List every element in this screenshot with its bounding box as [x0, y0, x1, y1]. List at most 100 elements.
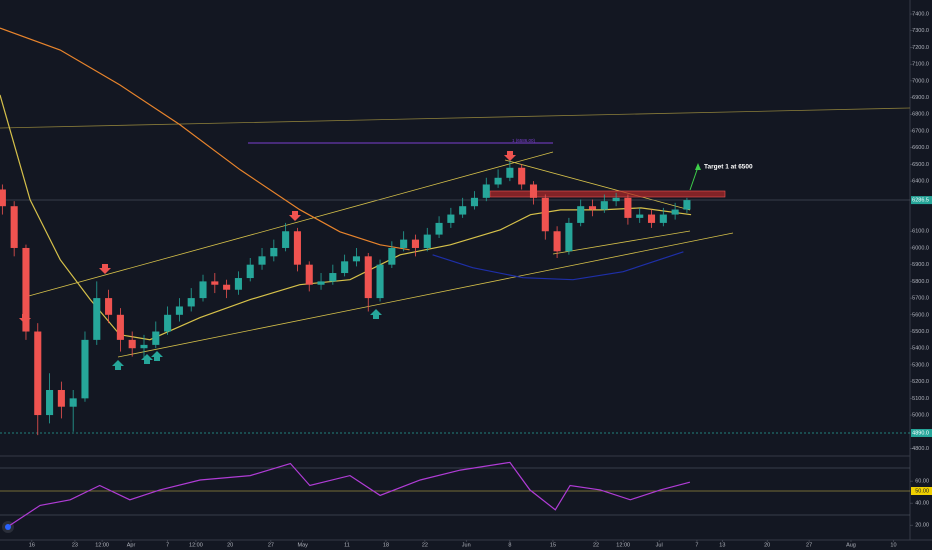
y-tick-label: 5600.0 [912, 312, 929, 318]
x-tick-label: 27 [268, 542, 274, 548]
candle-body [282, 231, 290, 248]
candle-body [423, 234, 431, 248]
rsi-tick-label: 20.00 [915, 523, 929, 529]
candle-body [329, 273, 337, 282]
rsi-tick-label: 40.00 [915, 501, 929, 507]
candle-body [671, 209, 679, 215]
x-tick-label: 15 [550, 542, 556, 548]
candle-body [482, 184, 490, 198]
x-tick-label: 23 [72, 542, 78, 548]
x-tick-label: 16 [29, 542, 35, 548]
moving-average [432, 251, 684, 281]
candle-body [411, 239, 420, 248]
rsi-tick-label: 60.00 [915, 479, 929, 485]
candle-body [152, 331, 160, 345]
buy-arrows [112, 309, 382, 370]
x-tick-label: 12:00 [95, 542, 109, 548]
wedge-lower [117, 232, 734, 358]
last-price-tag: 6286.5 [912, 198, 929, 204]
y-tick-label: 7400.0 [912, 11, 929, 17]
y-tick-label: 5800.0 [912, 279, 929, 285]
y-tick-label: 6000.0 [912, 245, 929, 251]
candle-body [223, 284, 231, 290]
candle-body [293, 231, 301, 265]
candle-body [459, 206, 467, 215]
x-tick-label: 27 [806, 542, 812, 548]
y-tick-label: 6500.0 [912, 162, 929, 168]
rsi-tag-bg [911, 487, 932, 495]
candle-body [270, 247, 278, 257]
candle-body [494, 177, 502, 185]
buy-arrow [141, 354, 153, 364]
candle-body [211, 281, 219, 285]
x-tick-label: 22 [422, 542, 428, 548]
candle-body [435, 222, 443, 235]
candle-body [352, 256, 360, 262]
candle-body [105, 298, 113, 315]
x-tick-label: 18 [383, 542, 389, 548]
rsi-line [9, 461, 691, 526]
buy-arrow [112, 360, 124, 370]
candle-body [506, 167, 514, 178]
support-trendline [552, 230, 691, 255]
sell-arrow [504, 151, 516, 161]
candle-body [164, 314, 172, 332]
candle-body [376, 264, 384, 299]
y-tick-label: 5100.0 [912, 396, 929, 402]
down-trendline [504, 159, 691, 211]
resistance-zone [489, 190, 726, 198]
candle-body [46, 390, 54, 416]
sell-arrow [99, 264, 111, 274]
candle-body [518, 167, 526, 185]
candle-body [116, 314, 124, 340]
candle-body [683, 200, 691, 210]
x-tick-label: 8 [508, 542, 511, 548]
moving-average [0, 94, 692, 341]
target-annotation: Target 1 at 6500 [704, 164, 753, 171]
candle-body [565, 222, 573, 252]
x-tick-label: 20 [764, 542, 770, 548]
y-tick-label: 5200.0 [912, 379, 929, 385]
x-tick-label: Aug [846, 542, 856, 548]
candle-body [93, 298, 101, 340]
x-tick-label: Apr [127, 542, 136, 548]
candle-body [624, 197, 632, 218]
y-tick-label: 6900.0 [912, 95, 929, 101]
candle-body [553, 231, 561, 252]
candle-body [234, 278, 242, 290]
candle-body [175, 306, 183, 315]
x-tick-label: 7 [166, 542, 169, 548]
x-tick-label: 13 [719, 542, 725, 548]
y-tick-label: 6800.0 [912, 112, 929, 118]
last-price-tag-bg [911, 196, 932, 205]
x-tick-label: 22 [593, 542, 599, 548]
candle-body [588, 206, 597, 210]
candle-body [199, 281, 207, 299]
y-tick-label: 6400.0 [912, 179, 929, 185]
y-tick-label: 7100.0 [912, 62, 929, 68]
y-tick-label: 6700.0 [912, 128, 929, 134]
candle-body [34, 331, 42, 416]
candle-body [305, 264, 313, 285]
y-tick-label: 6600.0 [912, 145, 929, 151]
low-tag-bg [911, 429, 932, 437]
candle-body [10, 206, 18, 248]
candle-body [258, 256, 266, 265]
low-tag: 4890.0 [912, 430, 929, 436]
sell-arrow [289, 211, 301, 221]
candle-body [529, 184, 538, 198]
candle-body [246, 264, 254, 279]
y-tick-label: 7200.0 [912, 45, 929, 51]
candle-body [612, 197, 620, 202]
y-tick-label: 5000.0 [912, 413, 929, 419]
wedge-upper [24, 151, 554, 298]
candle-body [600, 201, 608, 210]
x-tick-label: 12:00 [616, 542, 630, 548]
y-tick-label: 5300.0 [912, 362, 929, 368]
logo-dot [5, 524, 11, 530]
target-arrowhead [695, 163, 701, 170]
x-tick-label: 7 [695, 542, 698, 548]
buy-arrow [370, 309, 382, 319]
